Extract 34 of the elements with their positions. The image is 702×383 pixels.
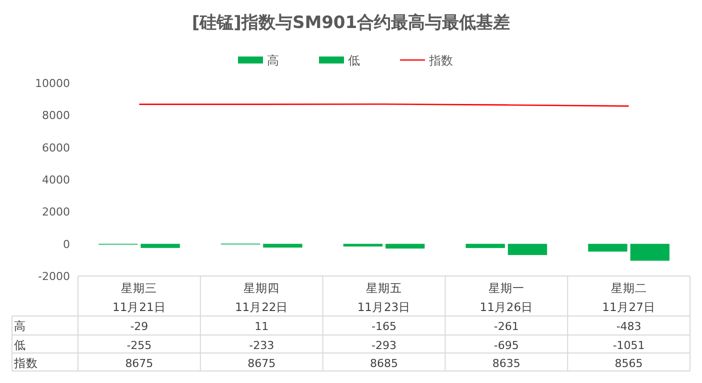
- text: 低: [14, 338, 26, 352]
- data-label: 8675: [248, 357, 276, 370]
- data-label: -233: [249, 339, 274, 352]
- text: 高: [14, 319, 26, 333]
- data-label: 8685: [370, 357, 398, 370]
- chart-title: [硅锰]指数与SM901合约最高与最低基差: [192, 13, 510, 33]
- y-tick-label: 0: [63, 238, 70, 251]
- y-tick-label: 8000: [42, 109, 70, 122]
- data-label: -261: [494, 320, 519, 333]
- x-tick-label: 星期一 11月26日: [480, 281, 534, 314]
- data-label: 11: [254, 320, 269, 333]
- data-label: -483: [616, 320, 642, 333]
- x-tick-label: 星期三 11月21日: [112, 281, 166, 314]
- x-tick-label: 星期二 11月27日: [602, 281, 656, 314]
- y-tick-label: 6000: [42, 141, 70, 154]
- data-label: -293: [372, 339, 396, 352]
- legend-label: 低: [348, 54, 360, 68]
- y-tick-label: 10000: [35, 77, 70, 90]
- y-tick-label: 4000: [42, 174, 70, 186]
- x-tick-label: 星期四 11月22日: [234, 281, 288, 314]
- text: 指数: [14, 356, 38, 370]
- data-label: -1051: [612, 339, 645, 352]
- y-tick-label: -2000: [38, 270, 70, 283]
- x-tick-label: 星期五 11月23日: [357, 281, 411, 314]
- data-label: 8675: [125, 357, 154, 370]
- legend-label: 高: [267, 54, 279, 68]
- data-label: 8565: [614, 357, 643, 370]
- data-label: -29: [130, 320, 148, 333]
- data-label: -255: [126, 339, 152, 352]
- data-label: -165: [372, 320, 396, 333]
- data-label: -695: [494, 339, 519, 352]
- y-tick-label: 2000: [42, 206, 70, 219]
- legend-label: 指数: [428, 54, 453, 68]
- data-label: 8635: [492, 357, 520, 370]
